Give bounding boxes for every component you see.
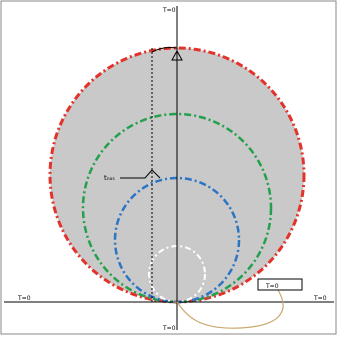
callout-pointer [120,169,161,179]
orbit-path [176,289,284,329]
label-top: T=0 [162,7,176,14]
label-bottom: T=0 [162,325,176,332]
middle-circle-green [81,112,273,304]
apex-arrow-icon [171,49,183,61]
callout-label: tₙₐₛ [104,174,115,182]
guide-connector [151,47,178,53]
inset-box [257,278,303,291]
label-right: T=0 [313,295,327,302]
label-left: T=0 [17,295,31,302]
label-inset: T=0 [265,283,279,290]
